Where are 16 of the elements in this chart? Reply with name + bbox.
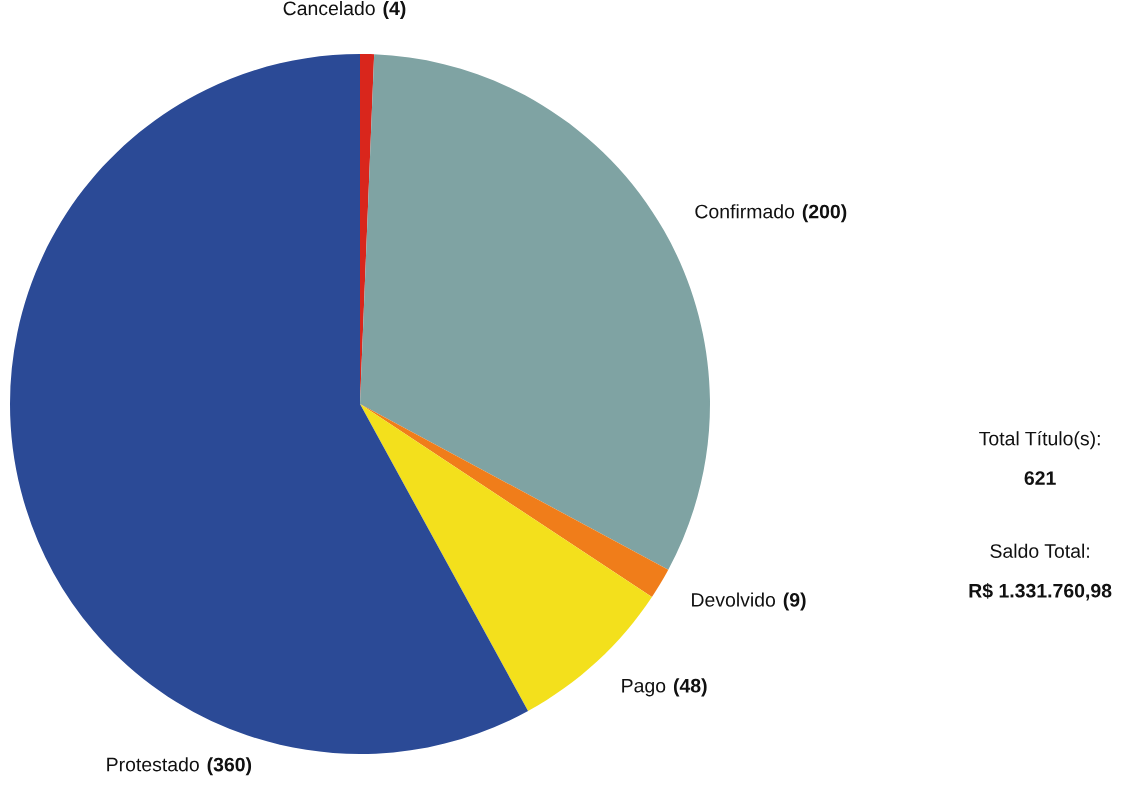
data-label: (4) [383,0,406,20]
slice-label: Devolvido [692,592,776,607]
data-label: (200) [802,204,847,223]
slice-label: Protestado [107,757,199,772]
slice-label: Pago [622,679,666,697]
data-label: (9) [783,592,806,611]
data-label: (360) [207,757,252,776]
text: Total Título(s): [979,430,1100,450]
pie-slice [10,54,529,754]
text: Saldo Total: [990,543,1089,558]
pie-slice [360,404,669,598]
slice-label: Cancelado [283,0,375,16]
data-label: (48) [673,678,707,697]
slice-label: Confirmado [695,204,795,219]
text: R$ 1.331.760,98 [969,582,1112,601]
text: 621 [1024,471,1056,485]
